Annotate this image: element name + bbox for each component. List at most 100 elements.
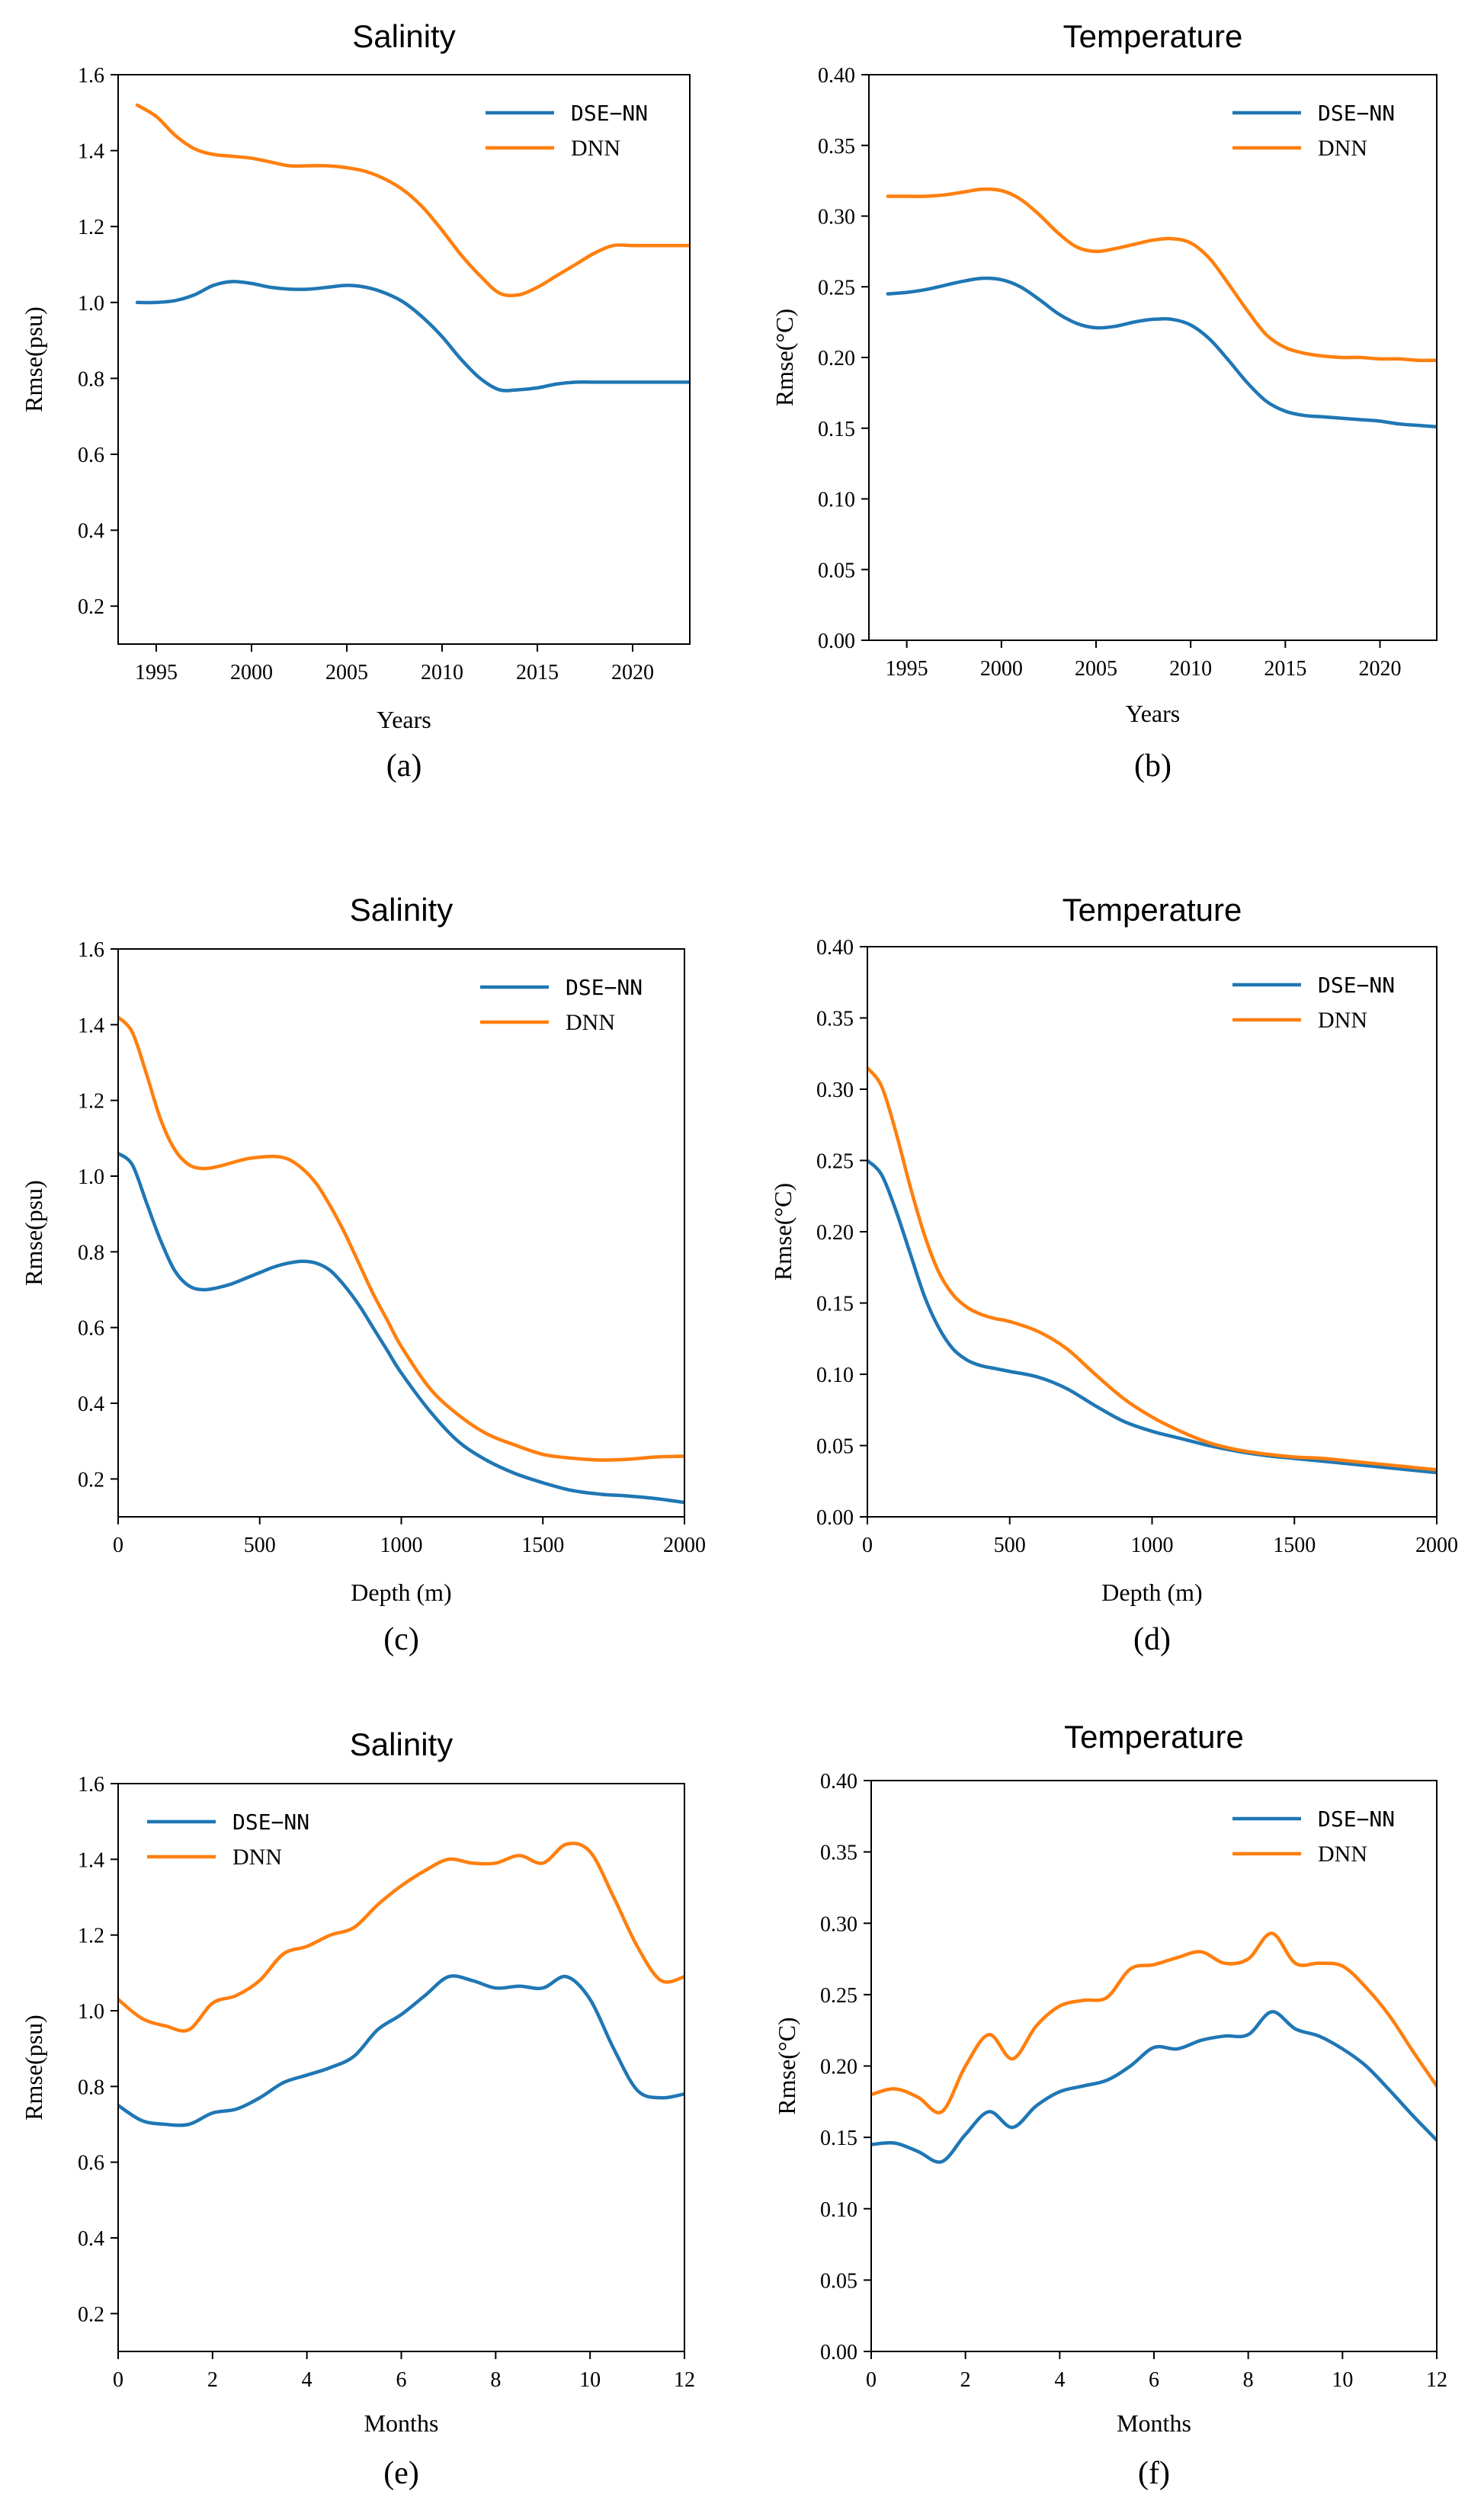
y-tick-label: 0.25	[820, 1984, 857, 2008]
legend-label: DSE−NN	[232, 1810, 309, 1835]
y-tick-label: 1.4	[78, 1848, 104, 1872]
y-tick-label: 0.8	[78, 2076, 104, 2099]
y-tick-label: 0.25	[816, 1150, 854, 1174]
legend-label: DSE−NN	[566, 975, 643, 1000]
y-tick-label: 0.05	[816, 1435, 854, 1459]
y-tick-label: 0.2	[78, 2303, 104, 2326]
x-tick-label: 2000	[980, 657, 1023, 681]
y-tick-label: 0.00	[818, 630, 855, 653]
y-tick-label: 0.35	[820, 1842, 857, 1865]
y-tick-label: 0.4	[78, 2227, 104, 2251]
series-line-dse-nn	[118, 1974, 684, 2127]
y-axis-label: Rmse(°C)	[769, 1183, 796, 1281]
series-line-dnn	[118, 1015, 684, 1462]
series-line-dnn	[886, 187, 1437, 363]
x-tick-label: 2	[960, 2368, 971, 2392]
x-tick-label: 12	[1426, 2368, 1447, 2392]
y-tick-label: 0.15	[818, 418, 855, 441]
x-tick-label: 6	[396, 2368, 407, 2392]
y-tick-label: 0.10	[820, 2198, 857, 2222]
x-tick-label: 4	[302, 2368, 313, 2392]
y-axis-label: Rmse(°C)	[771, 309, 798, 406]
y-tick-label: 0.20	[820, 2056, 857, 2079]
x-tick-label: 2020	[611, 661, 654, 684]
y-tick-label: 0.35	[816, 1008, 854, 1031]
legend-label: DNN	[1318, 1842, 1367, 1867]
y-tick-label: 1.4	[78, 1014, 104, 1037]
y-tick-label: 0.15	[816, 1293, 854, 1316]
chart-title: Salinity	[350, 892, 453, 928]
legend-label: DNN	[232, 1845, 282, 1870]
chart-title: Temperature	[1064, 1719, 1244, 1755]
x-tick-label: 2015	[1264, 657, 1306, 681]
x-axis-label: Depth (m)	[1101, 1579, 1202, 1606]
chart-title: Salinity	[352, 18, 455, 54]
y-tick-label: 0.6	[78, 2152, 104, 2175]
y-tick-label: 0.00	[816, 1506, 854, 1530]
x-tick-label: 1000	[380, 1534, 423, 1557]
y-tick-label: 1.0	[78, 2000, 104, 2024]
x-axis-label: Years	[1126, 700, 1180, 727]
y-tick-label: 0.10	[816, 1364, 854, 1387]
y-tick-label: 1.6	[78, 1773, 104, 1797]
x-tick-label: 2010	[421, 661, 463, 684]
x-tick-label: 1000	[1131, 1534, 1174, 1557]
x-tick-label: 8	[1243, 2368, 1254, 2392]
legend-label: DNN	[566, 1010, 615, 1035]
legend-label: DSE−NN	[1318, 973, 1395, 998]
y-tick-label: 0.40	[818, 64, 855, 88]
chart-panel-a: Salinity 0.2 0.4 0.6 0.8 1.0 1.2 1.4 1.6 1995 2000…	[20, 18, 691, 784]
y-axis-label: Rmse(psu)	[20, 1180, 47, 1286]
panel-caption: (d)	[1133, 1622, 1171, 1657]
plot-frame	[870, 1780, 1438, 2352]
x-axis-label: Months	[1117, 2409, 1191, 2437]
y-tick-label: 0.15	[820, 2127, 857, 2150]
x-tick-label: 6	[1149, 2368, 1159, 2392]
plot-frame	[868, 74, 1438, 641]
x-tick-label: 8	[490, 2368, 501, 2392]
chart-panel-d: Temperature 0.00 0.05 0.10 0.15 0.20 0.25 0.30 0…	[769, 892, 1458, 1657]
y-tick-label: 0.8	[78, 367, 104, 391]
y-tick-label: 0.25	[818, 276, 855, 300]
plot-frame	[117, 1783, 685, 2352]
panel-caption: (a)	[386, 749, 422, 784]
x-tick-label: 10	[579, 2368, 601, 2392]
series-line-dnn	[118, 1842, 684, 2033]
y-axis-label: Rmse(psu)	[20, 2015, 47, 2121]
y-axis-label: Rmse(°C)	[773, 2017, 800, 2114]
x-tick-label: 4	[1054, 2368, 1065, 2392]
x-tick-label: 2020	[1359, 657, 1402, 681]
chart-panel-f: Temperature 0.00 0.05 0.10 0.15 0.20 0.25 0.30 0…	[773, 1719, 1447, 2491]
y-tick-label: 1.2	[78, 1090, 104, 1114]
x-tick-label: 0	[866, 2368, 877, 2392]
x-tick-label: 1995	[886, 657, 928, 681]
series-line-dnn	[867, 1066, 1437, 1472]
x-tick-label: 2010	[1169, 657, 1212, 681]
legend-label: DNN	[571, 136, 620, 161]
y-tick-label: 0.40	[820, 1770, 857, 1794]
x-tick-label: 12	[674, 2368, 695, 2392]
x-tick-label: 0	[862, 1534, 873, 1557]
y-tick-label: 1.2	[78, 216, 104, 239]
x-tick-label: 2	[207, 2368, 218, 2392]
x-tick-label: 500	[994, 1534, 1026, 1557]
y-tick-label: 1.6	[78, 64, 104, 88]
chart-panel-b: Temperature 0.00 0.05 0.10 0.15 0.20 0.25 0.30 0…	[771, 18, 1438, 784]
series-line-dnn	[135, 103, 690, 297]
x-tick-label: 1500	[521, 1534, 564, 1557]
x-tick-label: 2015	[516, 661, 559, 684]
x-axis-label: Months	[364, 2409, 439, 2437]
x-tick-label: 1995	[135, 661, 178, 684]
y-tick-label: 1.6	[78, 938, 104, 962]
x-tick-label: 2005	[1075, 657, 1117, 681]
y-tick-label: 0.20	[816, 1221, 854, 1245]
y-tick-label: 0.30	[818, 206, 855, 229]
x-tick-label: 2000	[230, 661, 273, 684]
panel-caption: (c)	[383, 1622, 419, 1657]
chart-panel-c: Salinity 0.2 0.4 0.6 0.8 1.0 1.2 1.4 1.6 0 500 1000…	[20, 892, 706, 1657]
y-tick-label: 0.30	[820, 1912, 857, 1936]
y-tick-label: 0.4	[78, 1393, 104, 1416]
y-axis-label: Rmse(psu)	[20, 306, 47, 412]
chart-title: Temperature	[1063, 892, 1242, 928]
